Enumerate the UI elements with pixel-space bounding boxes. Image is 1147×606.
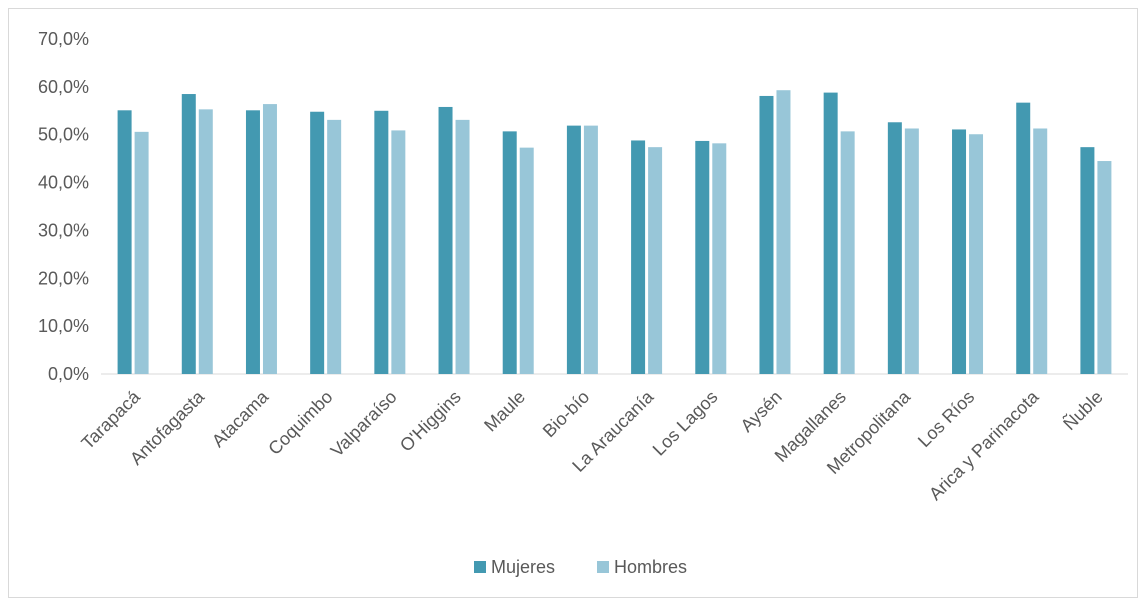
y-tick-label: 60,0% <box>38 77 89 97</box>
category-label: Aysén <box>737 387 786 436</box>
category-label: Los Ríos <box>914 387 978 451</box>
bar-mujeres <box>310 111 325 374</box>
y-tick-label: 30,0% <box>38 220 89 240</box>
bar-mujeres <box>1080 147 1095 374</box>
y-axis-ticks: 0,0% 10,0% 20,0% 30,0% 40,0% 50,0% 60,0% 70,0% <box>38 29 89 384</box>
bar-hombres <box>134 131 149 374</box>
bar-mujeres <box>952 129 967 374</box>
bar-chart: 0,0%10,0%20,0%30,0%40,0%50,0%60,0%70,0% … <box>38 29 1128 577</box>
bar-hombres <box>1097 161 1112 374</box>
bar-mujeres <box>374 110 389 375</box>
bar-mujeres <box>759 95 774 374</box>
bar-mujeres <box>887 122 902 375</box>
legend-swatch-mujeres <box>474 561 486 573</box>
bar-hombres <box>840 131 855 374</box>
category-label: Arica y Parinacota <box>925 386 1043 504</box>
y-tick-label: 40,0% <box>38 173 89 193</box>
category-label: Bio-bío <box>539 387 593 441</box>
bar-mujeres <box>566 125 581 374</box>
bar-mujeres <box>823 92 838 374</box>
bar-hombres <box>519 147 534 374</box>
bar-hombres <box>776 90 791 374</box>
bar-hombres <box>455 119 470 374</box>
bars <box>117 90 1112 375</box>
bar-mujeres <box>245 110 260 375</box>
category-label: Coquimbo <box>264 387 336 459</box>
legend: Mujeres Hombres <box>474 557 687 577</box>
bar-hombres <box>327 119 342 374</box>
bar-mujeres <box>438 106 453 374</box>
bar-hombres <box>1033 128 1048 374</box>
category-label: Los Lagos <box>649 387 722 460</box>
y-tick-label: 70,0% <box>38 29 89 49</box>
y-tick-label: 0,0% <box>48 364 89 384</box>
bar-hombres <box>969 134 984 374</box>
category-label: Valparaíso <box>327 387 401 461</box>
y-tick-label: 50,0% <box>38 125 89 145</box>
bar-mujeres <box>695 140 710 374</box>
bar-hombres <box>391 130 406 374</box>
bar-hombres <box>648 147 663 374</box>
legend-swatch-hombres <box>597 561 609 573</box>
chart-frame: 0,0% 10,0% 20,0% 30,0% 40,0% 50,0% 60,0% 70,0% … <box>8 8 1138 598</box>
bar-hombres <box>198 109 213 374</box>
bar-mujeres <box>181 94 196 375</box>
category-label: Atacama <box>208 386 273 451</box>
bar-hombres <box>904 128 919 374</box>
bar-mujeres <box>117 110 132 375</box>
y-tick-label: 10,0% <box>38 316 89 336</box>
legend-label-mujeres: Mujeres <box>491 557 555 577</box>
bar-mujeres <box>631 140 646 374</box>
legend-label-hombres: Hombres <box>614 557 687 577</box>
bar-hombres <box>583 125 598 374</box>
category-label: O'Higgins <box>396 387 465 456</box>
bar-hombres <box>712 143 727 374</box>
y-tick-label: 20,0% <box>38 268 89 288</box>
bar-hombres <box>262 104 277 374</box>
category-label: Maule <box>480 387 529 436</box>
bar-mujeres <box>1016 102 1031 375</box>
bar-mujeres <box>502 131 517 374</box>
category-label: Ñuble <box>1059 386 1107 434</box>
category-label: Tarapacá <box>77 386 144 453</box>
